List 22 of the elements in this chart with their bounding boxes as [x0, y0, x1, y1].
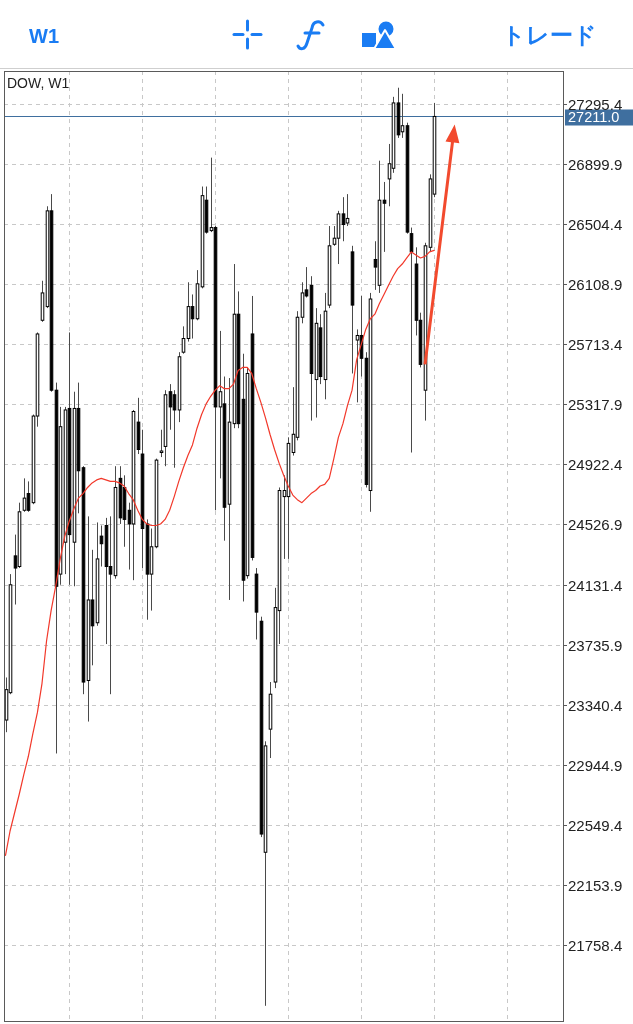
y-tick-label: 22549.4 — [568, 816, 623, 834]
y-tick-label: 24922.4 — [568, 455, 623, 473]
y-tick-label: 26108.9 — [568, 275, 623, 293]
y-tick-label: 24526.9 — [568, 515, 623, 533]
candlestick — [345, 193, 350, 227]
y-tick-label: 21758.4 — [568, 936, 623, 954]
candlestick — [159, 429, 164, 458]
y-tick-label: 26504.4 — [568, 215, 623, 233]
y-tick-label: 26899.9 — [568, 155, 623, 173]
candlestick — [355, 328, 360, 403]
y-tick-label: 25713.4 — [568, 335, 623, 353]
text: W1 — [29, 25, 59, 47]
text: トレード — [501, 22, 597, 48]
y-tick-label: 23340.4 — [568, 696, 623, 714]
y-tick-label: 22944.9 — [568, 756, 623, 774]
y-tick-label: 22153.9 — [568, 876, 623, 894]
chart-title: DOW, W1 — [7, 75, 70, 91]
y-tick-label: 24131.4 — [568, 576, 623, 594]
y-tick-label: 23735.9 — [568, 636, 623, 654]
y-tick-label: 25317.9 — [568, 395, 623, 413]
candlestick — [22, 477, 27, 513]
candlestick — [99, 524, 104, 568]
